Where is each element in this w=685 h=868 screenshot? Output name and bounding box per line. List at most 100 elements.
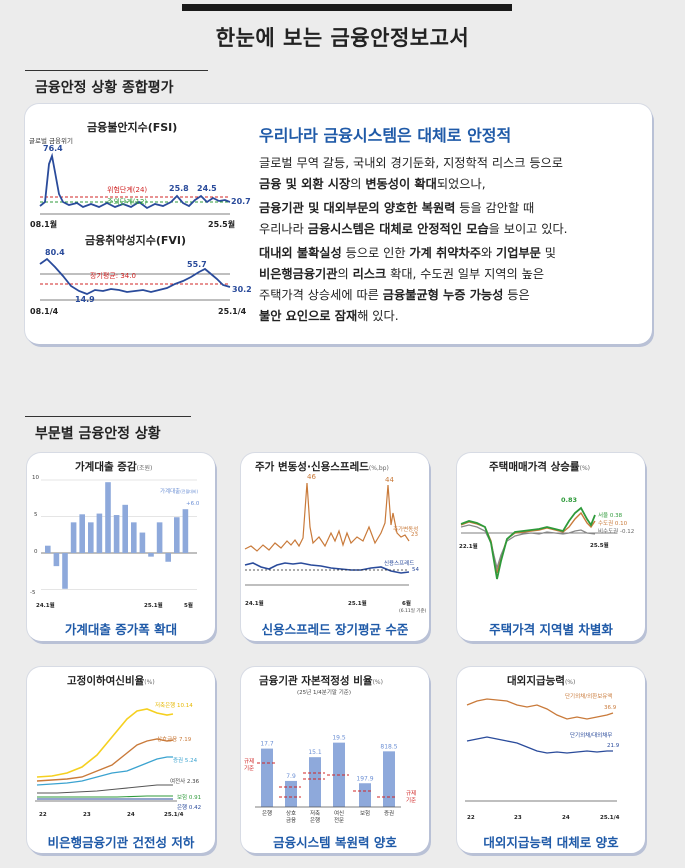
c5-bar bbox=[383, 751, 395, 807]
c2-peak1: 46 bbox=[307, 473, 316, 481]
fvi-high: 55.7 bbox=[187, 260, 207, 269]
c1-bar bbox=[70, 522, 77, 553]
c3-peak: 0.83 bbox=[561, 496, 578, 504]
overview-card: 금융불안지수(FSI) 글로벌 금융위기 76.4 위험단계(24) 주의단계(… bbox=[25, 104, 652, 344]
card-household-loans: 가계대출 증감(조원) 10 5 0 -5 가계대출(전월대비) +6.0 24… bbox=[27, 453, 215, 641]
c4-s6: 은행 0.42 bbox=[177, 805, 202, 811]
fvi-start: 08.1/4 bbox=[30, 307, 59, 316]
c1-bar bbox=[182, 509, 189, 553]
c2-peak2: 44 bbox=[385, 476, 394, 484]
card-volatility-spread: 주가 변동성·신용스프레드(%,bp) 46 44 주가변동성 23 신용스프레… bbox=[241, 453, 429, 641]
c2-chart bbox=[244, 482, 410, 586]
fsi-v1: 25.8 bbox=[169, 184, 189, 193]
divider bbox=[25, 70, 208, 71]
c6-chart bbox=[465, 698, 617, 802]
c2-xtick: 24.1월 bbox=[245, 601, 264, 607]
top-bar bbox=[182, 4, 512, 11]
c1-xtick: 25.1월 bbox=[144, 603, 163, 609]
c3-seoul: 서울 0.38 bbox=[598, 513, 623, 519]
c6-xtick: 23 bbox=[514, 815, 522, 821]
c6-xtick: 24 bbox=[562, 815, 570, 821]
c4-chart bbox=[35, 708, 177, 802]
c1-bar bbox=[79, 514, 85, 553]
summary-p3: 대내외 불확실성 등으로 인한 가계 취약차주와 기업부문 및 비은행금융기관의… bbox=[259, 246, 556, 323]
c1-ytick: 0 bbox=[34, 549, 38, 555]
fvi-title: 금융취약성지수(FVI) bbox=[85, 234, 187, 247]
c5-bar bbox=[285, 780, 297, 807]
c4-s2: 상호금융 7.19 bbox=[157, 737, 192, 743]
c1-bar bbox=[53, 553, 60, 567]
c3-xtick: 25.5월 bbox=[590, 543, 609, 549]
c1-bar bbox=[174, 517, 180, 553]
c1-ytick: -5 bbox=[30, 590, 36, 596]
page-title: 한눈에 보는 금융안정보고서 bbox=[215, 26, 470, 50]
c4-xtick: 25.1/4 bbox=[164, 812, 184, 818]
summary-p1: 글로벌 무역 갈등, 국내외 경기둔화, 지정학적 리스크 등으로 금융 및 외… bbox=[259, 156, 563, 191]
c1-ytick: 10 bbox=[32, 475, 39, 481]
c3-title: 주택매매가격 상승률(%) bbox=[489, 461, 590, 473]
c4-s3: 증권 5.24 bbox=[173, 758, 198, 764]
c6-v2: 21.9 bbox=[607, 743, 620, 749]
c5-chart: 17.7은행7.9상호금융15.1저축은행19.5여신전문197.9보험818.… bbox=[255, 735, 401, 824]
c5-cat-label: 여신 bbox=[334, 809, 344, 817]
c5-req-left: 규제 기준 bbox=[244, 759, 255, 772]
c2-note: (6.11일 기준) bbox=[399, 609, 427, 614]
c5-bar-label: 7.9 bbox=[286, 773, 296, 780]
c5-cat-label: 금융 bbox=[286, 817, 296, 824]
c6-xtick: 25.1/4 bbox=[600, 815, 620, 821]
c3-chart bbox=[460, 506, 617, 580]
c5-title: 금융기관 자본적정성 비율(%) bbox=[259, 675, 383, 687]
c1-bar bbox=[113, 515, 120, 553]
c1-caption: 가계대출 증가폭 확대 bbox=[64, 622, 178, 637]
c5-bar-label: 15.1 bbox=[308, 749, 322, 756]
summary-p2: 금융기관 및 대외부문의 양호한 복원력 등을 감안할 때 우리나라 금융시스템… bbox=[259, 201, 568, 236]
c4-s4: 여전사 2.36 bbox=[170, 779, 200, 785]
c5-caption: 금융시스템 복원력 양호 bbox=[273, 835, 397, 850]
c4-s5: 보험 0.91 bbox=[177, 795, 202, 801]
c5-bar-label: 197.9 bbox=[356, 775, 373, 782]
c5-cat-label: 저축 bbox=[310, 809, 320, 817]
c1-bar bbox=[148, 553, 154, 557]
c5-cat-label: 은행 bbox=[310, 816, 320, 824]
c1-bar bbox=[156, 522, 163, 553]
fsi-v2: 24.5 bbox=[197, 184, 217, 193]
c3-caption: 주택가격 지역별 차별화 bbox=[489, 622, 613, 637]
c2-spread-label: 신용스프레드 bbox=[384, 561, 415, 567]
fsi-caution: 주의단계(12) bbox=[107, 198, 148, 206]
card-external-capacity: 대외지급능력(%) 단기외채/외환보유액 36.9 단기외채/대외채무 21.9… bbox=[457, 667, 645, 853]
c6-s1: 단기외채/외환보유액 bbox=[565, 694, 613, 700]
c5-cat-label: 상호 bbox=[286, 809, 296, 817]
fsi-last: 20.7 bbox=[231, 197, 251, 206]
c5-cat-label: 전문 bbox=[334, 816, 344, 824]
fsi-chart bbox=[39, 152, 231, 301]
fsi-title: 금융불안지수(FSI) bbox=[87, 121, 178, 134]
c4-caption: 비은행금융기관 건전성 저하 bbox=[47, 835, 195, 850]
c1-bar bbox=[88, 522, 94, 553]
c5-bar bbox=[359, 783, 371, 807]
c1-legend: 가계대출(전월대비) bbox=[160, 489, 199, 495]
c1-bar bbox=[62, 553, 68, 589]
c2-vol-label: 주가변동성 bbox=[393, 527, 419, 533]
c5-cat-label: 은행 bbox=[262, 809, 272, 817]
c4-title: 고정이하여신비율(%) bbox=[67, 675, 155, 687]
divider bbox=[25, 416, 191, 417]
c4-s1: 저축은행 10.14 bbox=[155, 703, 193, 709]
c1-bar bbox=[45, 545, 51, 553]
c1-title: 가계대출 증감(조원) bbox=[75, 461, 153, 473]
c2-xtick: 25.1월 bbox=[348, 601, 367, 607]
c3-metro: 수도권 0.10 bbox=[598, 521, 628, 527]
c3-xtick: 22.1월 bbox=[459, 544, 478, 550]
c2-xtick: 6월 bbox=[402, 601, 411, 607]
c5-bar-label: 818.5 bbox=[380, 743, 397, 750]
c6-title: 대외지급능력(%) bbox=[507, 675, 576, 687]
c1-bar bbox=[139, 532, 146, 553]
c1-xtick: 5월 bbox=[184, 603, 193, 609]
c2-title: 주가 변동성·신용스프레드(%,bp) bbox=[255, 461, 389, 473]
c1-last: +6.0 bbox=[186, 501, 200, 507]
fsi-crisis-label: 글로벌 금융위기 bbox=[29, 137, 73, 145]
c6-v1: 36.9 bbox=[604, 705, 617, 711]
c1-bar bbox=[122, 504, 128, 553]
card-npl-ratio: 고정이하여신비율(%) 저축은행 10.14 상호금융 7.19 증권 5.24… bbox=[27, 667, 215, 853]
fsi-danger: 위험단계(24) bbox=[107, 186, 148, 194]
section-sector: 부문별 금융안정 상황 bbox=[35, 426, 161, 442]
